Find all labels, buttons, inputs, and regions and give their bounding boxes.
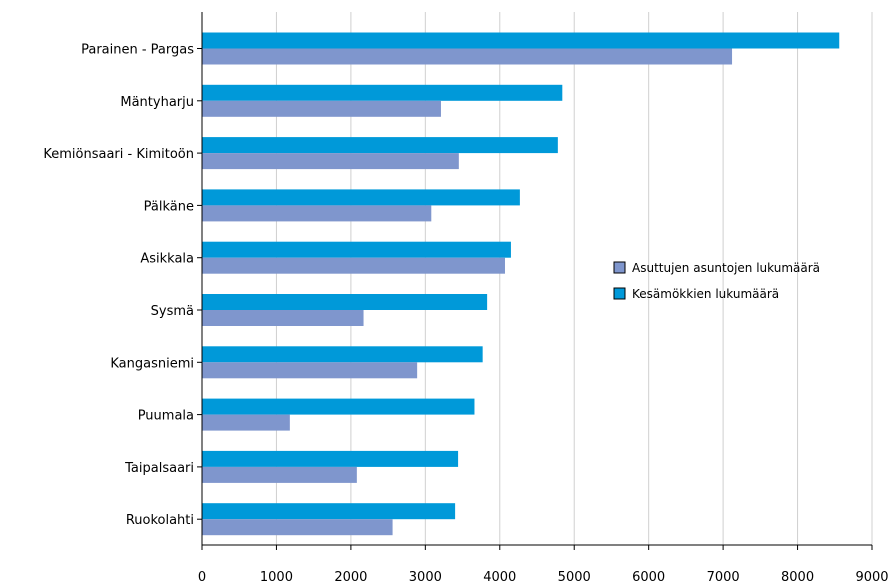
legend-swatch [613, 261, 626, 274]
bar-kesamokit [202, 450, 459, 467]
bar-asutut-asunnot [202, 362, 418, 379]
bar-asutut-asunnot [202, 48, 733, 65]
bar-kesamokit [202, 32, 840, 49]
x-tick-label: 4000 [483, 570, 516, 583]
x-tick-label: 1000 [260, 570, 293, 583]
category-label: Sysmä [151, 304, 194, 319]
bar-kesamokit [202, 346, 483, 363]
x-tick-label: 9000 [855, 570, 888, 583]
category-label: Ruokolahti [126, 513, 194, 528]
bar-kesamokit [202, 503, 456, 520]
category-label: Kangasniemi [110, 356, 194, 371]
bar-kesamokit [202, 84, 563, 101]
bar-kesamokit [202, 294, 488, 310]
legend-swatch [613, 287, 626, 300]
category-label: Mäntyharju [120, 95, 194, 110]
x-tick-label: 2000 [334, 570, 367, 583]
category-label: Parainen - Pargas [81, 43, 194, 58]
bar-kesamokit [202, 137, 558, 154]
x-tick-label: 0 [198, 570, 206, 583]
tick-labels: 0 1000 2000 3000 4000 5000 6000 7000 8000 9000 [198, 570, 889, 583]
bar-asutut-asunnot [202, 466, 357, 483]
bar-kesamokit [202, 241, 511, 258]
axes [197, 12, 873, 550]
x-tick-label: 6000 [632, 570, 665, 583]
legend-label: Asuttujen asuntojen lukumäärä [632, 261, 820, 275]
bar-asutut-asunnot [202, 257, 505, 274]
legend: Asuttujen asuntojen lukumäärä Kesämökkien… [613, 261, 820, 301]
x-tick-label: 7000 [707, 570, 740, 583]
bars [202, 32, 840, 536]
bar-asutut-asunnot [202, 205, 432, 222]
bar-asutut-asunnot [202, 414, 290, 431]
x-tick-label: 8000 [781, 570, 814, 583]
category-label: Taipalsaari [124, 461, 194, 476]
bar-asutut-asunnot [202, 310, 364, 326]
bar-kesamokit [202, 398, 475, 415]
category-label: Kemiönsaari - Kimitoön [43, 147, 194, 162]
x-tick-label: 5000 [558, 570, 591, 583]
category-label: Puumala [138, 409, 194, 424]
bar-asutut-asunnot [202, 519, 393, 536]
x-tick-label: 3000 [409, 570, 442, 583]
legend-label: Kesämökkien lukumäärä [632, 287, 779, 301]
bar-asutut-asunnot [202, 100, 441, 117]
category-labels: Parainen - Pargas Mäntyharju Kemiönsaari -… [43, 43, 194, 529]
category-label: Pälkäne [144, 199, 194, 214]
bar-asutut-asunnot [202, 153, 459, 170]
category-label: Asikkala [140, 252, 194, 267]
bar-kesamokit [202, 189, 520, 206]
